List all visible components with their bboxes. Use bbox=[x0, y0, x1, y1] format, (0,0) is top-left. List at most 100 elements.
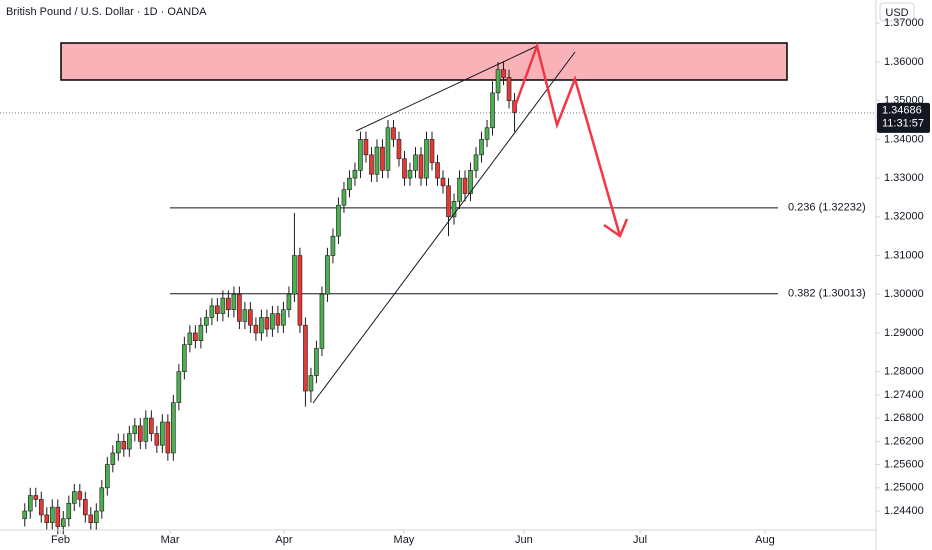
candle-body bbox=[451, 201, 457, 218]
last-price-label: 1.34686 bbox=[882, 105, 922, 117]
candle-body bbox=[462, 177, 468, 194]
candle-body bbox=[160, 421, 165, 446]
currency-badge[interactable] bbox=[879, 2, 915, 22]
candle-body bbox=[308, 375, 314, 392]
y-tick-label: 1.28000 bbox=[884, 366, 924, 378]
candle-body bbox=[292, 255, 297, 295]
candle-body bbox=[55, 506, 61, 527]
candle-body bbox=[374, 146, 380, 175]
candle-body bbox=[473, 154, 479, 171]
candle-body bbox=[446, 185, 451, 218]
candle-body bbox=[237, 293, 242, 322]
candle-body bbox=[215, 305, 220, 314]
candle-body bbox=[347, 177, 352, 191]
candle-body bbox=[297, 255, 303, 326]
y-tick-label: 1.27400 bbox=[884, 389, 924, 401]
fib-label: 0.236 (1.32232) bbox=[788, 202, 866, 214]
candle-body bbox=[259, 317, 264, 334]
candle-body bbox=[71, 491, 77, 504]
candle-body bbox=[286, 293, 292, 311]
candle-body bbox=[330, 235, 336, 256]
y-tick-label: 1.25600 bbox=[884, 458, 924, 470]
candle-body bbox=[143, 417, 149, 442]
candle-body bbox=[402, 158, 407, 179]
candle-body bbox=[506, 77, 512, 101]
candle-body bbox=[495, 69, 501, 94]
candle-body bbox=[325, 255, 330, 295]
x-tick-label: Jul bbox=[633, 534, 647, 546]
last-price-box bbox=[877, 102, 930, 133]
candle-body bbox=[149, 417, 154, 434]
candle-body bbox=[352, 170, 358, 179]
candle-body bbox=[105, 464, 110, 489]
candle-body bbox=[435, 162, 440, 179]
candle-body bbox=[407, 170, 413, 179]
candle-body bbox=[138, 425, 143, 442]
x-tick-label: Apr bbox=[275, 534, 292, 546]
candle-body bbox=[264, 317, 270, 330]
y-tick-label: 1.26200 bbox=[884, 435, 924, 447]
candle-body bbox=[231, 293, 237, 311]
y-tick-label: 1.30000 bbox=[884, 288, 924, 300]
candle-body bbox=[66, 502, 72, 520]
candle-body bbox=[380, 146, 385, 171]
candle-body bbox=[314, 348, 319, 376]
candle-body bbox=[110, 452, 116, 465]
marks bbox=[22, 61, 778, 535]
candle-body bbox=[281, 309, 286, 326]
candle-body bbox=[479, 139, 484, 156]
candle-body bbox=[165, 421, 171, 454]
candle-body bbox=[385, 127, 391, 171]
candle-body bbox=[121, 441, 127, 450]
currency: USD bbox=[885, 7, 908, 19]
candle-body bbox=[99, 487, 105, 512]
y-tick-label: 1.34000 bbox=[884, 133, 924, 145]
projection-path bbox=[511, 41, 622, 237]
candle-body bbox=[424, 139, 429, 179]
candle-body bbox=[220, 297, 226, 314]
candle-body bbox=[88, 514, 94, 523]
candle-body bbox=[49, 506, 55, 523]
candle-body bbox=[363, 139, 369, 156]
candle-body bbox=[468, 170, 473, 194]
y-tick-label: 1.33000 bbox=[884, 172, 924, 184]
candle-body bbox=[418, 154, 424, 179]
candle-body bbox=[116, 441, 121, 454]
x-tick-label: Jun bbox=[515, 534, 533, 546]
countdown: 11:31:57 bbox=[882, 118, 924, 130]
x-tick-label: Mar bbox=[161, 534, 180, 546]
candle-body bbox=[27, 495, 33, 512]
candle-body bbox=[303, 324, 308, 392]
candle-body bbox=[490, 92, 495, 129]
candle-body bbox=[204, 317, 209, 326]
y-tick-label: 1.32000 bbox=[884, 211, 924, 223]
candle-body bbox=[341, 189, 347, 206]
candle-body bbox=[132, 425, 138, 434]
candle-body bbox=[484, 127, 490, 140]
candle-body bbox=[369, 154, 374, 175]
candle-body bbox=[501, 69, 506, 78]
candle-body bbox=[94, 510, 99, 523]
y-tick-label: 1.29000 bbox=[884, 327, 924, 339]
candle-body bbox=[127, 433, 132, 450]
x-tick-label: Feb bbox=[51, 534, 70, 546]
candle-body bbox=[182, 344, 187, 372]
wedge-upper bbox=[355, 45, 538, 132]
y-tick-label: 1.25000 bbox=[884, 482, 924, 494]
candle-body bbox=[154, 433, 160, 446]
candle-body bbox=[275, 313, 281, 326]
x-tick-label: Aug bbox=[755, 534, 775, 546]
candle-body bbox=[82, 499, 88, 516]
candle-body bbox=[440, 177, 446, 187]
wedge-lower bbox=[312, 51, 576, 404]
candle-body bbox=[248, 309, 253, 326]
candle-body bbox=[33, 495, 39, 500]
candle-body bbox=[457, 177, 462, 202]
y-tick-label: 1.36000 bbox=[884, 56, 924, 68]
candle-body bbox=[77, 491, 83, 500]
candle-body bbox=[270, 313, 275, 330]
fib-label: 0.382 (1.30013) bbox=[788, 288, 866, 300]
chart-title: British Pound / U.S. Dollar · 1D · OANDA bbox=[6, 6, 207, 18]
candle-body bbox=[171, 402, 176, 454]
y-tick-label: 1.37000 bbox=[884, 17, 924, 29]
